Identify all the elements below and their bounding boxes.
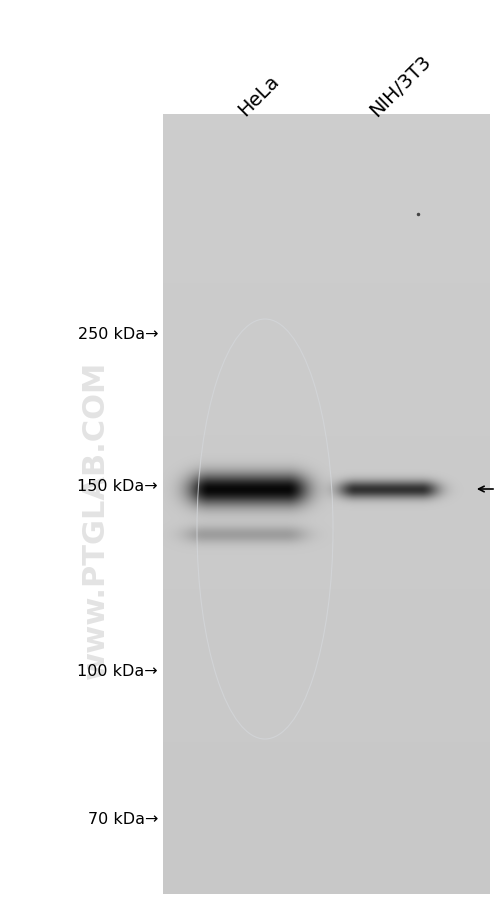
Text: 100 kDa→: 100 kDa→ [78, 664, 158, 678]
Text: 250 kDa→: 250 kDa→ [78, 327, 158, 342]
Text: 150 kDa→: 150 kDa→ [78, 479, 158, 494]
Text: NIH/3T3: NIH/3T3 [366, 51, 435, 120]
Bar [163, 115, 490, 894]
Text: HeLa: HeLa [234, 71, 283, 120]
Text: 70 kDa→: 70 kDa→ [88, 812, 158, 826]
Text: www.PTGLAB.COM: www.PTGLAB.COM [80, 361, 110, 678]
